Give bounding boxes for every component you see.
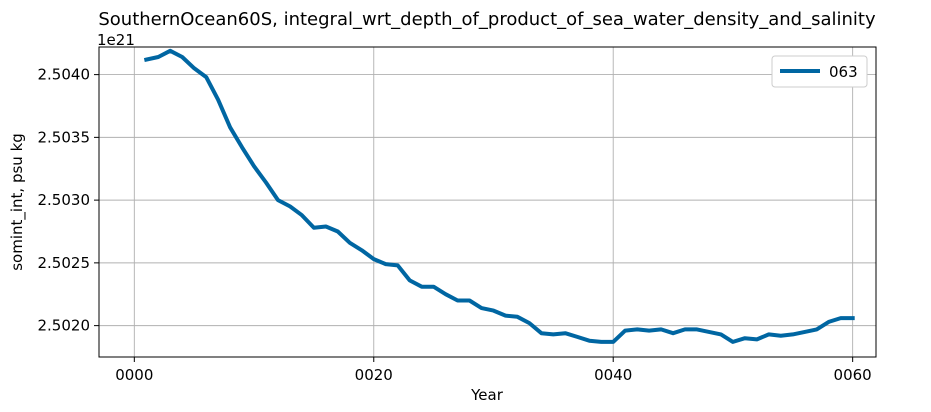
series-layer [143,48,855,344]
x-tick-label: 0000 [115,366,153,384]
y-tick-label: 2.5020 [38,317,91,335]
x-axis-label: Year [470,386,504,404]
x-axis: 0000 0020 0040 0060 [115,357,872,384]
y-tick-label: 2.5025 [38,254,91,272]
axes-frame [98,46,877,358]
legend: 063 [771,55,868,88]
chart-title: SouthernOcean60S, integral_wrt_depth_of_… [98,9,876,30]
y-tick-label: 2.5035 [38,128,91,146]
grid-lines [99,47,876,357]
y-tick-label: 2.5030 [38,191,91,209]
legend-label: 063 [829,63,858,81]
y-offset-label: 1e21 [97,31,135,49]
series-line-063 [143,48,855,344]
y-tick-label: 2.5040 [38,66,91,84]
x-tick-label: 0060 [834,366,872,384]
y-axis-label: somint_int, psu kg [8,133,27,271]
x-tick-label: 0020 [355,366,393,384]
y-axis: 2.5020 2.5025 2.5030 2.5035 2.5040 [38,66,99,335]
x-tick-label: 0040 [594,366,632,384]
